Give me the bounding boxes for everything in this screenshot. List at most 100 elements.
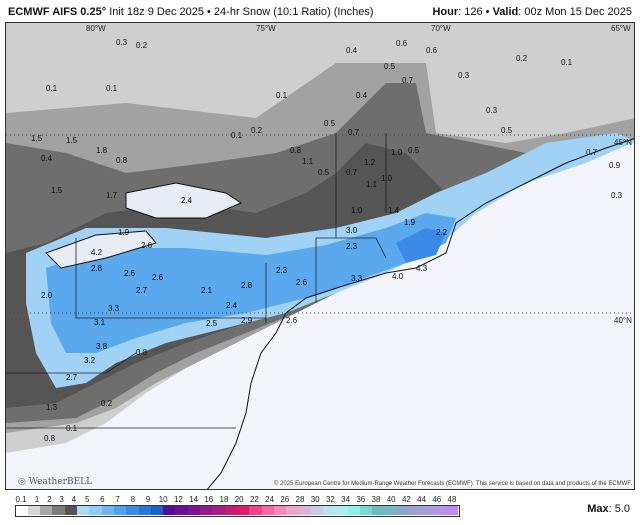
weatherbell-logo: ◎ WeatherBELL <box>18 477 93 487</box>
snow-amount-label: 4.3 <box>416 264 428 273</box>
great-lakes <box>45 182 243 269</box>
snow-amount-label: 0.7 <box>346 168 358 177</box>
legend-swatch <box>39 505 53 515</box>
snow-amount-label: 0.1 <box>106 84 118 93</box>
snow-amount-label: 0.1 <box>46 84 58 93</box>
lat-label: 40°N <box>614 316 632 325</box>
snow-amount-label: 2.3 <box>346 242 358 251</box>
snow-amount-label: 0.7 <box>586 148 598 157</box>
snow-amount-label: 3.2 <box>84 356 96 365</box>
state-borders <box>6 133 387 429</box>
legend-tick-label: 46 <box>432 495 442 504</box>
legend-swatch <box>162 505 176 515</box>
snow-amount-label: 2.7 <box>136 286 148 295</box>
legend-swatch <box>76 505 90 515</box>
max-label: Max <box>587 503 609 515</box>
snow-amount-label: 0.1 <box>561 58 573 67</box>
snow-amount-label: 0.9 <box>609 161 621 170</box>
legend-swatch <box>138 505 151 515</box>
snow-amount-label: 2.7 <box>66 373 78 382</box>
legend-tick-label: 4 <box>71 495 77 504</box>
snow-amount-label: 0.2 <box>136 41 148 50</box>
map-title: ECMWF AIFS 0.25° Init 18z 9 Dec 2025 • 2… <box>8 6 374 18</box>
snow-amount-label: 0.8 <box>44 434 56 443</box>
legend-swatch <box>408 505 422 515</box>
legend-tick-label: 28 <box>295 495 305 504</box>
legend-tick-label: 48 <box>447 495 457 504</box>
legend-swatch <box>273 505 287 515</box>
snow-amount-label: 3.0 <box>346 226 358 235</box>
legend-swatch <box>211 505 225 515</box>
snow-amount-label: 1.8 <box>96 146 108 155</box>
snow-amount-label: 2.6 <box>124 269 136 278</box>
snow-amount-label: 0.5 <box>408 146 420 155</box>
snow-amount-label: 2.4 <box>226 301 238 310</box>
legend-tick-label: 2 <box>47 495 52 504</box>
legend-swatch <box>310 505 324 515</box>
snow-amount-label: 1.5 <box>51 186 63 195</box>
legend-swatch <box>27 505 41 515</box>
snow-amount-label: 1.9 <box>118 228 130 237</box>
snow-band-4in <box>396 228 446 263</box>
legend-tick-label: 22 <box>249 495 259 504</box>
legend-tick-label: 12 <box>173 495 183 504</box>
legend-frame <box>15 505 460 517</box>
legend-swatch <box>187 505 201 515</box>
snow-amount-label: 0.7 <box>402 76 414 85</box>
legend-swatch <box>64 505 78 515</box>
legend-swatch <box>334 505 348 515</box>
legend-swatch <box>433 505 447 515</box>
legend-tick-label: 38 <box>371 495 381 504</box>
legend-swatch <box>371 505 385 515</box>
snow-amount-label: 1.1 <box>366 180 378 189</box>
legend-tick-label: 14 <box>189 495 199 504</box>
legend-tick-label: 0.1 <box>15 495 27 504</box>
snow-amount-label: 0.1 <box>66 424 78 433</box>
legend-tick-label: 30 <box>310 495 320 504</box>
snow-amount-label: 1.4 <box>388 206 400 215</box>
legend-swatch <box>113 505 127 515</box>
snow-amount-label: 2.4 <box>181 196 193 205</box>
snow-amount-label: 1.2 <box>364 158 376 167</box>
max-value: Max: 5.0 <box>587 503 630 515</box>
legend-tick-label: 36 <box>356 495 366 504</box>
legend-swatch <box>445 505 459 515</box>
legend-swatch <box>150 505 164 515</box>
legend-swatch <box>248 505 262 515</box>
legend-tick-label: 3 <box>59 495 64 504</box>
legend-swatch <box>88 505 102 515</box>
snow-amount-label: 0.8 <box>136 348 148 357</box>
snow-amount-label: 3.1 <box>94 318 106 327</box>
legend-tick-label: 18 <box>219 495 229 504</box>
legend-swatch <box>125 505 139 515</box>
legend-tick-label: 24 <box>265 495 275 504</box>
snow-amount-label: 0.8 <box>290 146 302 155</box>
legend-tick-label: 1 <box>34 495 40 504</box>
legend-tick-label: 10 <box>158 495 168 504</box>
snow-amount-label: 0.5 <box>318 168 330 177</box>
legend-swatch <box>236 505 250 515</box>
hour-label: Hour <box>432 6 459 18</box>
map-canvas: 80°W 75°W 70°W 65°W 45°N 40°N 0.3 0.20.1 0… <box>6 23 634 489</box>
legend-swatch <box>174 505 188 515</box>
degree-symbol: ° <box>101 6 107 18</box>
snow-amount-label: 2.9 <box>241 316 253 325</box>
snow-amount-label: 0.5 <box>501 126 513 135</box>
legend-tick-label: 20 <box>234 495 244 504</box>
legend-tick-label: 5 <box>84 495 90 504</box>
legend-swatch <box>261 505 274 515</box>
snow-amount-label: 4.2 <box>91 248 103 257</box>
valid-value: : 00z Mon 15 Dec 2025 <box>518 6 632 18</box>
snow-amount-label: 0.4 <box>346 46 358 55</box>
legend-swatch <box>421 505 434 515</box>
color-legend: 0.1 1 2 3 4 5 6 7 8 9 10 12 14 16 18 20 22 24 26 28 30 32 34 36… <box>15 495 460 523</box>
snow-amount-label: 2.2 <box>436 228 448 237</box>
snow-amount-label: 0.3 <box>486 106 498 115</box>
snow-amount-label: 1.7 <box>106 191 118 200</box>
snow-amount-label: 1.5 <box>66 136 78 145</box>
snow-amount-label: 0.6 <box>396 39 408 48</box>
snow-amount-label: 3.3 <box>108 304 120 313</box>
snow-amount-label: 0.8 <box>116 156 128 165</box>
snow-amount-label: 1.0 <box>391 148 403 157</box>
copyright-credit: © 2025 European Centre for Medium-Range … <box>273 481 632 487</box>
